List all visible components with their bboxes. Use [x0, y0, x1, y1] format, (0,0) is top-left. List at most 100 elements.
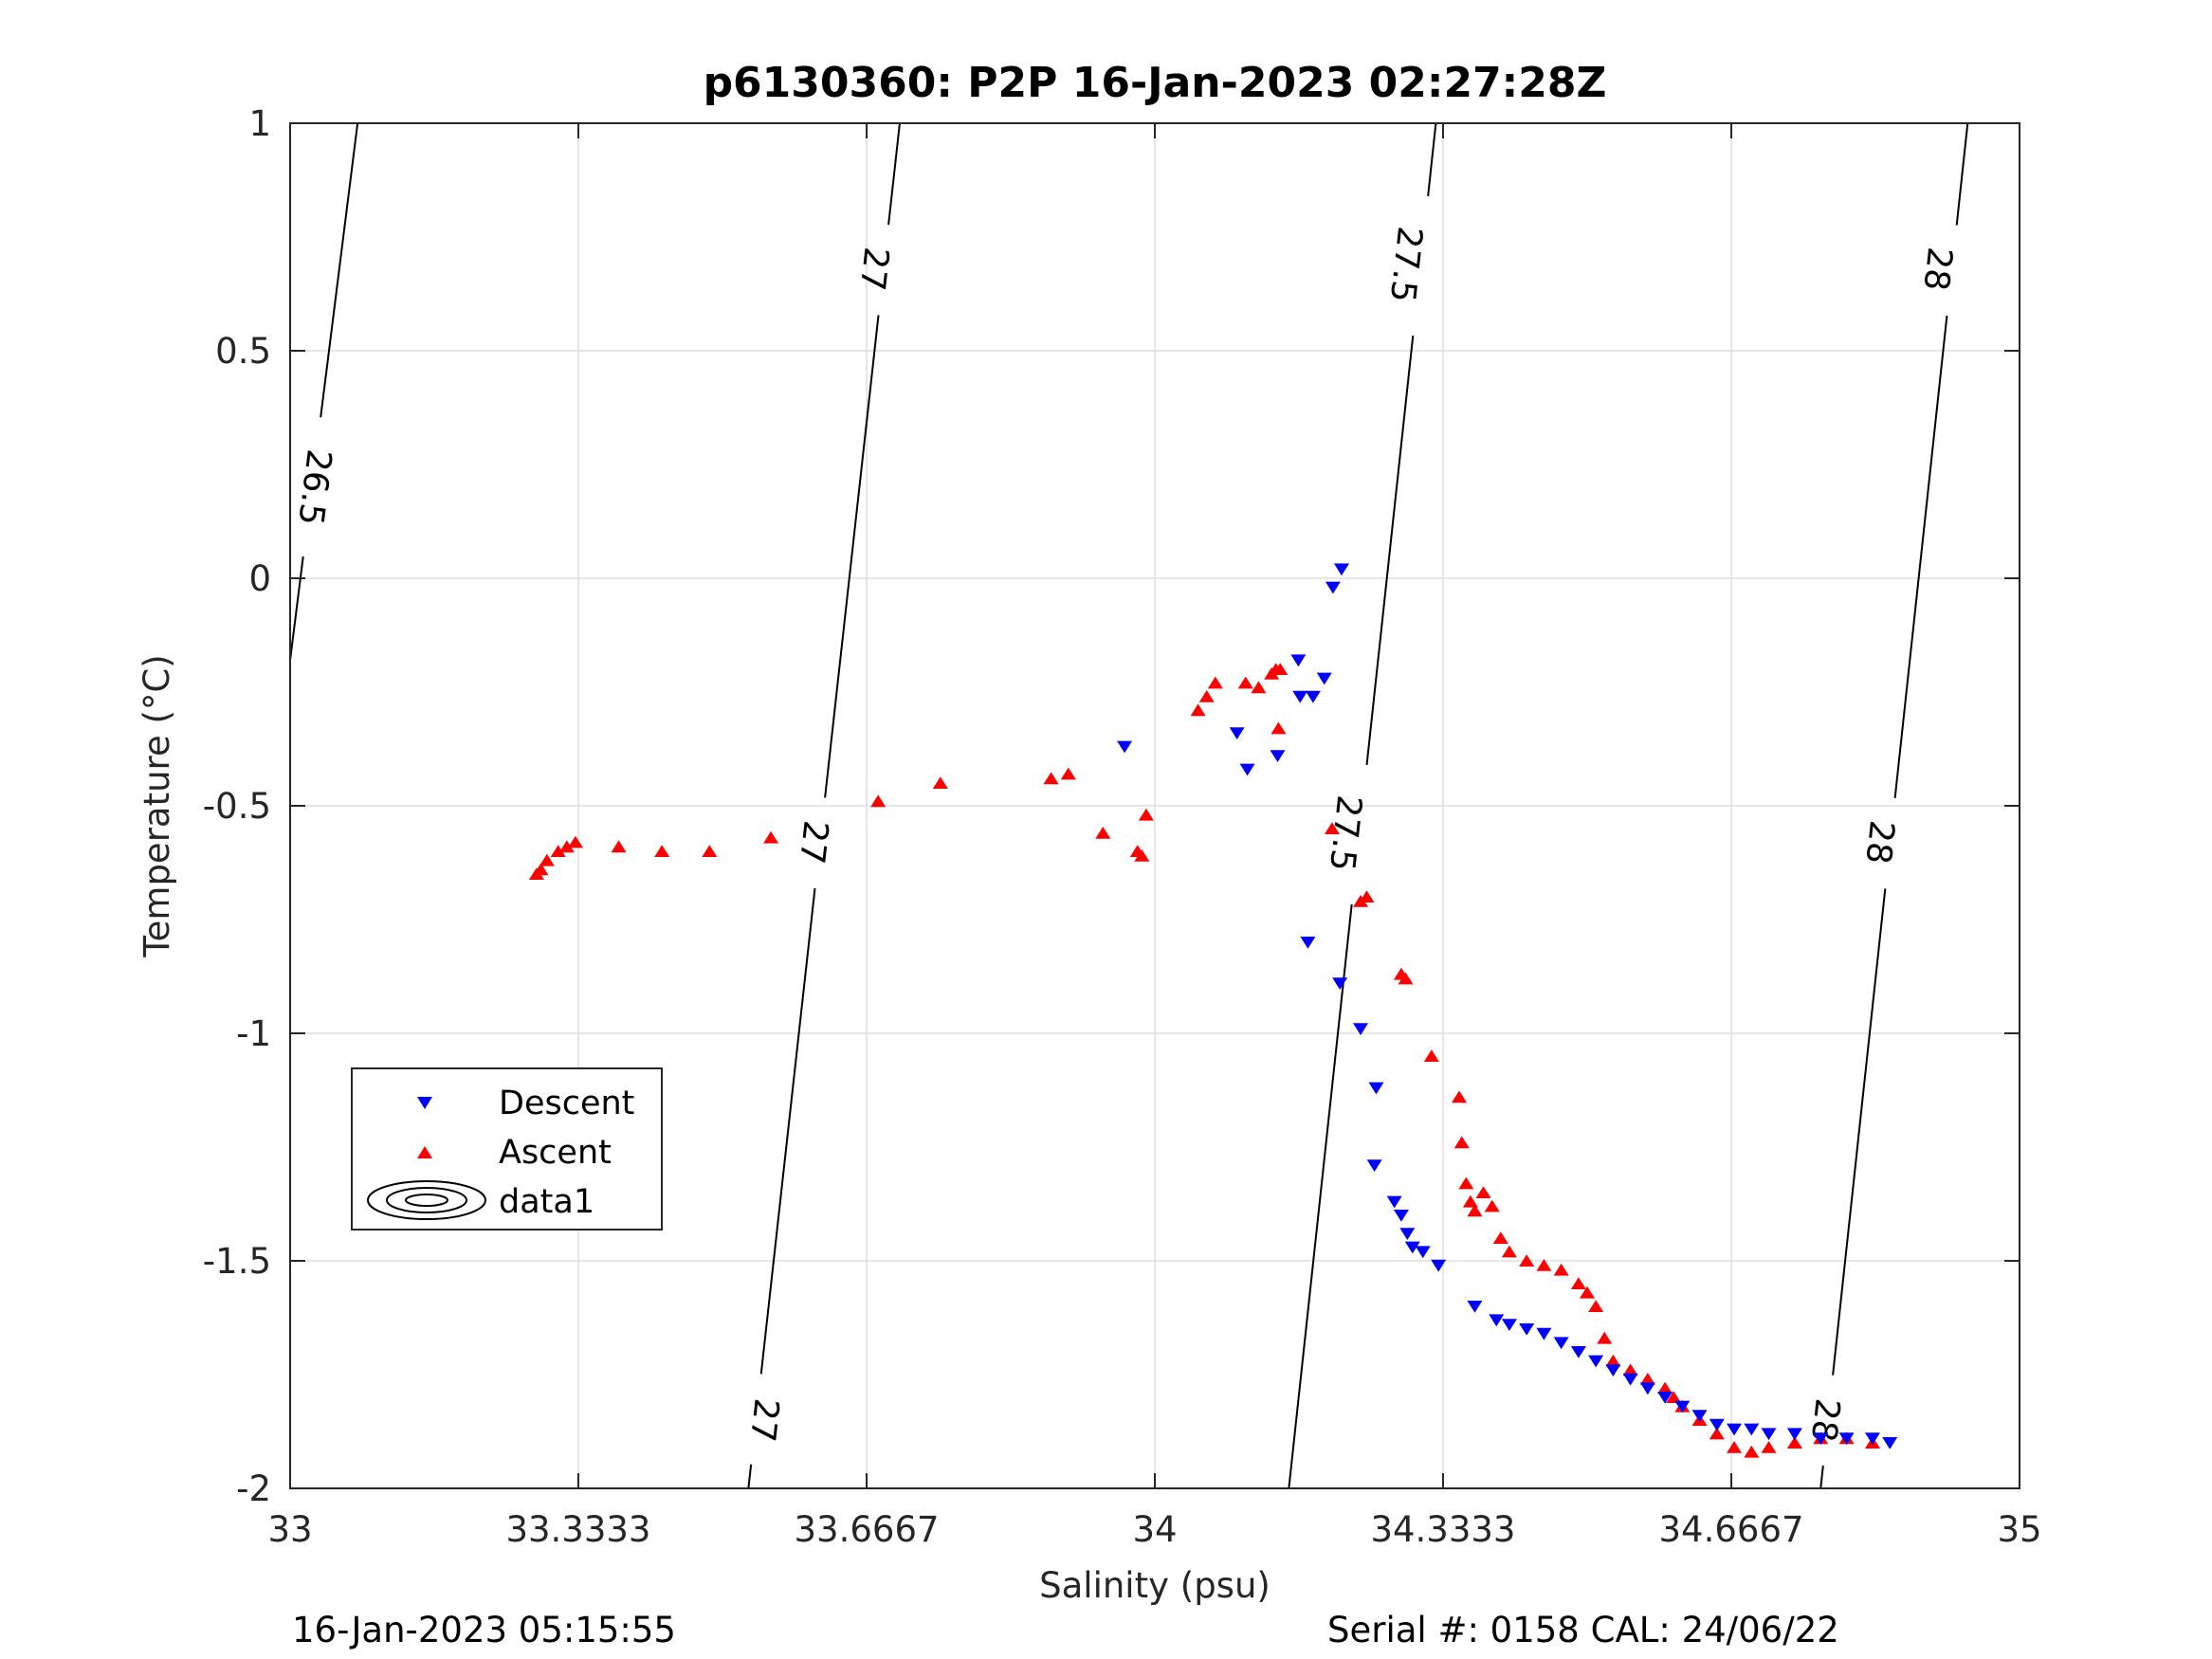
- footer-serial-cal: Serial #: 0158 CAL: 24/06/22: [1327, 1610, 1839, 1650]
- descent-point: [1674, 1400, 1691, 1413]
- x-tick-label: 34: [1132, 1509, 1177, 1550]
- descent-point: [1570, 1346, 1586, 1358]
- ascent-point: [1198, 690, 1215, 702]
- isopycnal-26-5: 26.5: [289, 122, 359, 661]
- descent-point: [1761, 1428, 1777, 1441]
- descent-point: [1290, 654, 1307, 667]
- descent-point: [1239, 763, 1255, 776]
- ascent-point: [1271, 721, 1287, 735]
- isopycnal-line: [1832, 888, 1887, 1376]
- axis-ticks: 33 33.3333 33.6667 34 34.3333 34.6667 35 -2 -1.5…: [203, 103, 2042, 1550]
- ascent-point: [763, 830, 779, 844]
- isopycnal-line: [824, 315, 880, 798]
- ascent-point: [1639, 1373, 1655, 1385]
- descent-point: [1393, 1210, 1409, 1222]
- descent-point: [1333, 563, 1349, 576]
- legend-contour-label: data1: [499, 1183, 594, 1221]
- ascent-point: [702, 845, 718, 857]
- ascent-point: [1467, 1204, 1483, 1217]
- ascent-point: [1324, 822, 1340, 834]
- descent-point: [1657, 1392, 1673, 1404]
- ascent-point: [1095, 827, 1111, 839]
- footer-timestamp: 16-Jan-2023 05:15:55: [292, 1610, 676, 1650]
- x-tick-label: 33.6667: [795, 1509, 940, 1550]
- descent-point: [1727, 1423, 1743, 1436]
- ascent-point: [1761, 1441, 1777, 1453]
- isopycnal-27-5: 27.527.5: [1288, 122, 1437, 1489]
- descent-point: [1639, 1382, 1655, 1395]
- ascent-point: [1043, 772, 1059, 785]
- y-axis-label: Temperature (°C): [137, 654, 177, 957]
- descent-point: [1588, 1355, 1604, 1368]
- descent-point: [1415, 1246, 1431, 1259]
- descent-point: [1536, 1327, 1552, 1340]
- descent-point: [1709, 1418, 1725, 1431]
- ascent-point: [1398, 972, 1414, 985]
- descent-point: [1305, 690, 1321, 703]
- descent-point: [1325, 581, 1341, 594]
- descent-point: [1813, 1432, 1829, 1445]
- ascent-point: [533, 863, 549, 876]
- ascent-point: [1207, 676, 1223, 689]
- ascent-point: [1605, 1354, 1621, 1367]
- y-tick-label: 0: [248, 558, 271, 599]
- isopycnal-line: [1893, 315, 1948, 798]
- descent-point: [1691, 1410, 1708, 1422]
- descent-point: [1519, 1323, 1535, 1336]
- descent-point: [1399, 1228, 1416, 1240]
- ascent-point: [1727, 1441, 1743, 1453]
- ascent-point: [1190, 703, 1206, 717]
- ascent-point: [1519, 1254, 1535, 1267]
- ascent-point: [1458, 1176, 1474, 1190]
- descent-point: [1838, 1432, 1855, 1445]
- descent-point: [1316, 672, 1332, 685]
- isopycnal-label: 28: [1916, 246, 1960, 293]
- descent-point: [1622, 1373, 1638, 1386]
- chart-title: p6130360: P2P 16-Jan-2023 02:27:28Z: [704, 59, 1607, 107]
- descent-point: [1605, 1364, 1621, 1376]
- ascent-point: [1492, 1231, 1508, 1244]
- ascent-point: [1452, 1090, 1468, 1103]
- ascent-point: [1453, 1136, 1470, 1149]
- ascent-point: [1622, 1363, 1638, 1376]
- ascent-point: [1709, 1427, 1725, 1440]
- descent-point: [1117, 740, 1133, 754]
- descent-point: [1270, 750, 1286, 762]
- x-tick-label: 33: [267, 1509, 312, 1550]
- isopycnal-line: [1288, 903, 1353, 1489]
- isopycnal-line: [747, 1464, 753, 1489]
- ascent-point: [1588, 1300, 1604, 1312]
- legend-box: [351, 1067, 663, 1231]
- x-tick-label: 34.6667: [1659, 1509, 1804, 1550]
- descent-point: [1882, 1437, 1898, 1449]
- ascent-point: [870, 794, 887, 808]
- isopycnal-line: [1955, 122, 1969, 226]
- descent-point: [1332, 977, 1348, 990]
- ascent-point: [1580, 1285, 1595, 1299]
- y-tick-label: -2: [236, 1468, 271, 1509]
- isopycnal-line: [1365, 335, 1415, 765]
- ascent-point: [1138, 808, 1154, 821]
- x-tick-label: 33.3333: [505, 1509, 650, 1550]
- isopycnal-label: 27.5: [1382, 225, 1429, 304]
- ascent-point: [1744, 1445, 1760, 1458]
- ascent-point: [1134, 849, 1150, 862]
- ascent-point: [1501, 1245, 1517, 1258]
- descent-point: [1292, 690, 1308, 703]
- x-tick-label: 35: [1997, 1509, 2041, 1550]
- ascent-point: [567, 835, 583, 848]
- ascent-point: [1462, 1194, 1478, 1208]
- descent-point: [1229, 727, 1245, 739]
- ascent-point: [1666, 1391, 1682, 1403]
- descent-point: [1786, 1428, 1802, 1441]
- isopycnal-label: 27: [852, 246, 896, 293]
- descent-point: [1366, 1159, 1382, 1172]
- isopycnal-line: [1819, 1465, 1824, 1489]
- isopycnal-label: 27: [742, 1396, 786, 1444]
- descent-point: [1489, 1314, 1505, 1327]
- legend-contour-icon: [367, 1180, 486, 1220]
- ascent-point: [1475, 1186, 1491, 1198]
